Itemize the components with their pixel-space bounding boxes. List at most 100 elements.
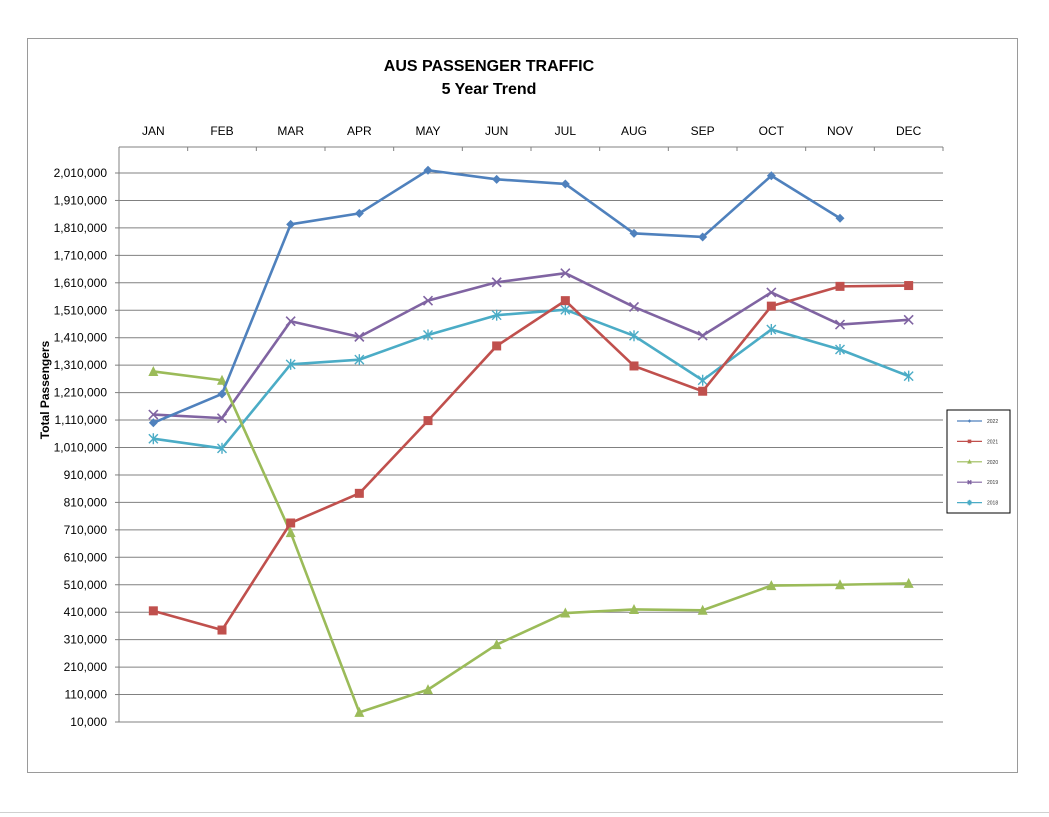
y-tick-label: 1,010,000 xyxy=(54,441,108,455)
data-point xyxy=(698,386,708,396)
x-tick-label: DEC xyxy=(896,124,922,138)
x-tick-label: APR xyxy=(347,124,372,138)
marker-stroke xyxy=(628,301,640,313)
data-point xyxy=(217,625,227,635)
series-lines xyxy=(148,165,914,717)
data-point xyxy=(423,416,433,426)
data-point xyxy=(286,219,296,229)
marker-stroke xyxy=(967,479,972,485)
axes: 10,000 110,000 210,000 310,000 410,000 510,00… xyxy=(54,124,944,729)
chart-subtitle: 5 Year Trend xyxy=(442,81,537,98)
legend-entry: 2020 xyxy=(957,459,998,466)
x-tick-label: MAR xyxy=(277,124,304,138)
data-point xyxy=(629,228,639,238)
data-point xyxy=(903,577,914,588)
y-tick-label: 1,910,000 xyxy=(54,193,108,207)
page-divider xyxy=(0,812,1049,813)
data-point xyxy=(628,301,640,313)
y-tick-label: 510,000 xyxy=(64,578,108,592)
data-point xyxy=(697,374,708,386)
y-tick-label: 210,000 xyxy=(64,660,108,674)
data-point xyxy=(766,171,776,181)
data-point xyxy=(354,488,364,498)
x-tick-label: SEP xyxy=(691,124,715,138)
data-point xyxy=(904,281,914,291)
series-line xyxy=(153,370,909,714)
y-tick-label: 1,410,000 xyxy=(54,331,108,345)
data-point xyxy=(148,365,159,376)
data-point xyxy=(766,580,777,591)
data-point xyxy=(354,208,364,218)
data-point xyxy=(285,316,296,327)
data-point xyxy=(834,319,846,330)
data-point xyxy=(148,409,159,420)
data-point xyxy=(835,344,845,356)
data-point xyxy=(560,296,570,306)
x-tick-label: OCT xyxy=(759,124,785,138)
series-2021 xyxy=(148,281,914,635)
x-tick-label: NOV xyxy=(827,124,853,138)
data-point xyxy=(423,165,433,175)
gridlines xyxy=(119,172,943,723)
marker-stroke xyxy=(422,295,434,306)
y-tick-label: 910,000 xyxy=(64,468,108,482)
data-point xyxy=(423,684,433,695)
data-point xyxy=(354,354,365,366)
data-point xyxy=(835,213,845,223)
marker-stroke xyxy=(491,277,502,288)
y-tick-label: 1,210,000 xyxy=(54,386,108,400)
series-line xyxy=(152,284,909,632)
series-line xyxy=(152,168,841,424)
y-tick-label: 1,810,000 xyxy=(54,221,108,235)
x-tick-label: FEB xyxy=(210,124,233,138)
series-line xyxy=(153,308,910,450)
data-point xyxy=(491,277,502,288)
data-point xyxy=(967,439,972,444)
data-point xyxy=(835,579,845,590)
legend-label: 2020 xyxy=(987,460,998,466)
data-point xyxy=(766,301,776,311)
data-point xyxy=(492,174,502,184)
legend-entry: 2022 xyxy=(957,419,998,425)
data-point xyxy=(422,295,434,306)
y-tick-label: 2,010,000 xyxy=(54,166,108,180)
y-tick-label: 110,000 xyxy=(65,688,108,702)
y-tick-label: 810,000 xyxy=(64,495,108,509)
x-tick-label: JUN xyxy=(485,124,508,138)
data-point xyxy=(148,606,158,616)
x-tick-label: MAY xyxy=(415,124,440,138)
data-point xyxy=(217,442,227,454)
data-point xyxy=(560,179,570,189)
y-tick-label: 10,000 xyxy=(70,715,107,729)
data-point xyxy=(697,330,708,341)
data-point xyxy=(286,518,296,528)
data-point xyxy=(285,527,296,538)
data-point xyxy=(560,607,571,618)
data-point xyxy=(216,413,228,424)
x-tick-label: AUG xyxy=(621,124,647,138)
data-point xyxy=(492,341,502,351)
legend-entry: 2021 xyxy=(957,439,998,445)
data-point xyxy=(698,232,708,242)
marker-stroke xyxy=(903,314,914,325)
data-point xyxy=(697,604,708,615)
data-point xyxy=(967,479,972,485)
data-point xyxy=(560,268,571,279)
data-point xyxy=(903,314,914,325)
y-tick-label: 1,510,000 xyxy=(54,303,108,317)
data-point xyxy=(903,370,914,382)
data-point xyxy=(148,433,159,445)
chart-title: AUS PASSENGER TRAFFIC xyxy=(384,58,595,75)
data-point xyxy=(967,499,972,506)
series-2020 xyxy=(148,365,914,717)
data-point xyxy=(491,639,502,650)
marker-stroke xyxy=(697,330,708,341)
x-tick-label: JAN xyxy=(142,124,165,138)
legend-label: 2018 xyxy=(987,501,998,507)
data-point xyxy=(629,330,639,342)
y-tick-label: 1,710,000 xyxy=(54,248,108,262)
series-2019 xyxy=(148,268,914,424)
data-point xyxy=(629,361,639,371)
marker-stroke xyxy=(148,409,159,420)
series-line xyxy=(153,271,909,420)
